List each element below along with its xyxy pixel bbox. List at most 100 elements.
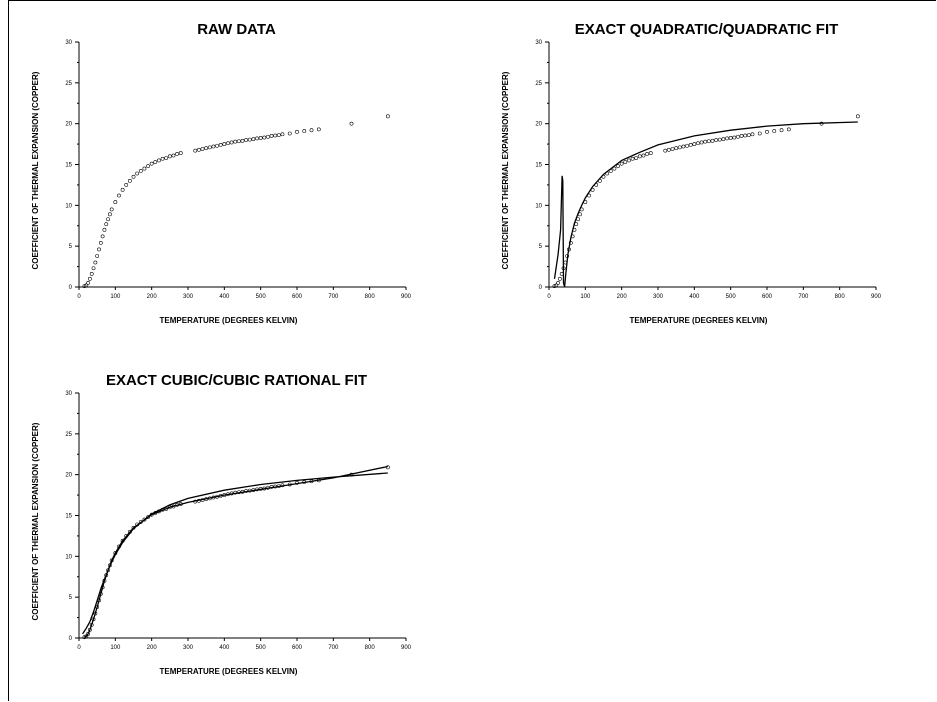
chart-1-data-point: [120, 187, 125, 192]
chart-2-data-point: [623, 160, 628, 164]
chart-3-y-axis-label: COEFFICIENT OF THERMAL EXPANSION (COPPER…: [31, 422, 40, 620]
chart-2-data-point: [648, 151, 653, 155]
chart-3-y-tick-label: 30: [65, 391, 72, 397]
chart-2-fit-line-1: [553, 121, 858, 288]
chart-1-title: RAW DATA: [197, 21, 276, 38]
chart-2-data-point: [732, 135, 737, 140]
chart-1-data-point: [218, 142, 223, 147]
chart-1-data-point: [276, 133, 281, 138]
chart-3-x-tick-label: 700: [328, 645, 339, 651]
chart-2-data-point: [739, 134, 744, 138]
chart-2-data-point: [681, 144, 686, 149]
chart-1-data-point: [266, 134, 270, 139]
chart-1-data-point: [215, 143, 219, 148]
chart-2-y-tick-label: 20: [535, 122, 542, 128]
chart-1-data-point: [269, 134, 274, 138]
chart-3-x-tick-label: 600: [292, 645, 303, 651]
chart-1-data-point: [106, 217, 110, 222]
chart-1-x-tick-label: 200: [147, 294, 158, 300]
chart-1-x-tick-label: 0: [77, 294, 81, 300]
chart-1-data-point: [164, 156, 169, 160]
chart-1-data-point: [244, 138, 249, 142]
chart-3-data-point: [86, 632, 90, 636]
chart-3-x-tick-label: 200: [147, 645, 158, 651]
chart-1-data-point: [95, 254, 100, 258]
chart-3-fit-line-2: [84, 465, 388, 638]
chart-2-x-tick-label: 300: [653, 294, 664, 300]
chart-1-data-point: [222, 142, 227, 146]
chart-1-data-point: [124, 183, 129, 187]
chart-1-data-point: [280, 132, 285, 137]
chart-3-y-tick-label: 15: [65, 514, 72, 520]
chart-2-x-tick-label: 0: [547, 294, 551, 300]
chart-1-x-tick-label: 800: [365, 294, 376, 300]
chart-2-y-tick-label: 10: [535, 203, 542, 209]
chart-1-data-point: [204, 146, 209, 151]
chart-1-x-tick-label: 400: [219, 294, 230, 300]
chart-1-data-point: [102, 227, 107, 232]
chart-2-data-point: [765, 129, 769, 134]
chart-1-x-tick-label: 500: [256, 294, 267, 300]
chart-1-data-point: [302, 129, 307, 133]
chart-1-data-point: [247, 137, 252, 142]
chart-1-data-point: [104, 222, 109, 227]
chart-2-data-point: [725, 136, 729, 141]
chart-2-data-point: [772, 129, 777, 133]
chart-1-data-point: [236, 139, 241, 144]
chart-2-y-tick-label: 25: [535, 81, 542, 87]
chart-1-x-tick-label: 600: [292, 294, 303, 300]
chart-2-data-point: [677, 145, 682, 150]
chart-3-y-tick-label: 20: [65, 473, 72, 479]
chart-1-data-point: [211, 144, 216, 149]
chart-1-data-point: [316, 127, 321, 132]
figure-frame: [8, 0, 936, 701]
chart-2-data-point: [619, 161, 624, 166]
chart-1-x-tick-label: 300: [183, 294, 194, 300]
chart-1-data-point: [160, 156, 165, 161]
chart-2-data-point: [699, 140, 704, 145]
chart-1-data-point: [86, 281, 90, 285]
chart-1-data-point: [251, 137, 256, 142]
chart-1-data-point: [117, 193, 121, 198]
chart-2-data-point: [750, 132, 755, 137]
chart-2-data-point: [667, 147, 671, 152]
chart-2-data-point: [556, 281, 560, 285]
chart-1-data-point: [149, 161, 154, 166]
chart-1-data-point: [385, 114, 390, 119]
chart-1-y-tick-label: 30: [65, 40, 72, 46]
chart-1-y-tick-label: 5: [69, 244, 73, 250]
chart-2-data-point: [627, 158, 631, 163]
chart-3-x-tick-label: 900: [401, 645, 412, 651]
chart-1-y-tick-label: 25: [65, 81, 72, 87]
chart-1-data-point: [97, 247, 101, 252]
chart-1-data-point: [171, 153, 176, 158]
chart-3-title: EXACT CUBIC/CUBIC RATIONAL FIT: [106, 372, 367, 389]
chart-2-x-tick-label: 200: [617, 294, 628, 300]
chart-2-y-axis-label: COEFFICIENT OF THERMAL EXPANSION (COPPER…: [501, 71, 510, 269]
chart-2-data-point: [743, 133, 748, 138]
chart-1-data-point: [262, 135, 267, 140]
chart-1-y-axis-label: COEFFICIENT OF THERMAL EXPANSION (COPPER…: [31, 71, 40, 269]
chart-1-data-point: [98, 240, 103, 245]
chart-3-y-tick-label: 5: [69, 595, 73, 601]
chart-3-x-tick-label: 800: [365, 645, 376, 651]
chart-1-data-point: [229, 140, 234, 145]
chart-2-data-point: [736, 134, 740, 139]
chart-1-data-point: [349, 121, 354, 126]
chart-2-data-point: [630, 156, 635, 161]
chart-2-x-axis-label: TEMPERATURE (DEGREES KELVIN): [630, 316, 768, 325]
chart-3-x-tick-label: 300: [183, 645, 194, 651]
chart-1-y-tick-label: 10: [65, 203, 72, 209]
chart-1-data-point: [89, 272, 94, 276]
chart-2-data-point: [645, 151, 650, 156]
chart-1-data-point: [138, 169, 143, 173]
chart-2-data-point: [674, 146, 679, 151]
chart-3-x-tick-label: 500: [256, 645, 267, 651]
chart-2-x-tick-label: 500: [726, 294, 737, 300]
chart-2-data-point: [706, 139, 711, 144]
chart-2-data-point: [721, 137, 726, 142]
chart-2-data-point: [728, 136, 733, 140]
chart-2-data-point: [757, 131, 762, 136]
chart-2-x-tick-label: 900: [871, 294, 882, 300]
